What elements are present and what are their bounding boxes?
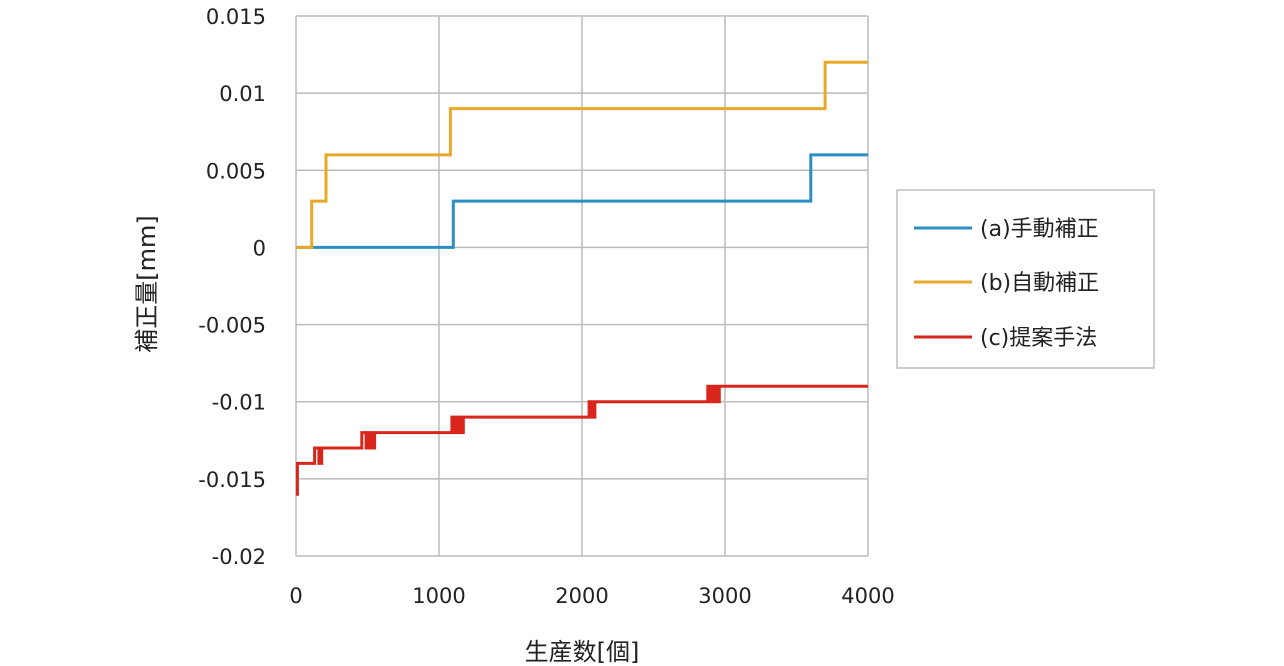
series-line-2 (296, 60, 868, 249)
x-tick-label: 2000 (555, 584, 608, 608)
y-tick-label: 0.015 (206, 5, 266, 29)
legend-label-3: (c)提案手法 (980, 326, 1097, 351)
x-tick-label: 4000 (841, 584, 894, 608)
y-tick-label: -0.005 (198, 314, 266, 338)
x-axis-title: 生産数[個] (525, 638, 640, 666)
y-tick-label: 0.01 (219, 82, 266, 106)
y-tick-label: 0 (253, 236, 266, 260)
y-tick-label: -0.015 (198, 468, 266, 492)
y-axis-ticks: 0.015 0.01 0.005 0 -0.005 -0.01 -0.015 -0.02 (198, 5, 266, 569)
legend: (a)手動補正 (b)自動補正 (c)提案手法 (896, 189, 1155, 369)
series-lines (295, 60, 868, 496)
x-tick-label: 0 (289, 584, 302, 608)
y-tick-label: 0.005 (206, 159, 266, 183)
legend-label-2: (b)自動補正 (980, 271, 1099, 296)
x-tick-label: 3000 (698, 584, 751, 608)
series-line-1 (296, 153, 868, 249)
gridlines (295, 15, 869, 557)
y-tick-label: -0.01 (212, 391, 266, 415)
series-line-3 (295, 384, 868, 496)
legend-label-1: (a)手動補正 (980, 217, 1099, 242)
y-tick-label: -0.02 (212, 545, 266, 569)
x-tick-label: 1000 (412, 584, 465, 608)
x-axis-ticks: 0 1000 2000 3000 4000 (289, 584, 894, 608)
y-axis-title: 補正量[mm] (133, 215, 161, 352)
